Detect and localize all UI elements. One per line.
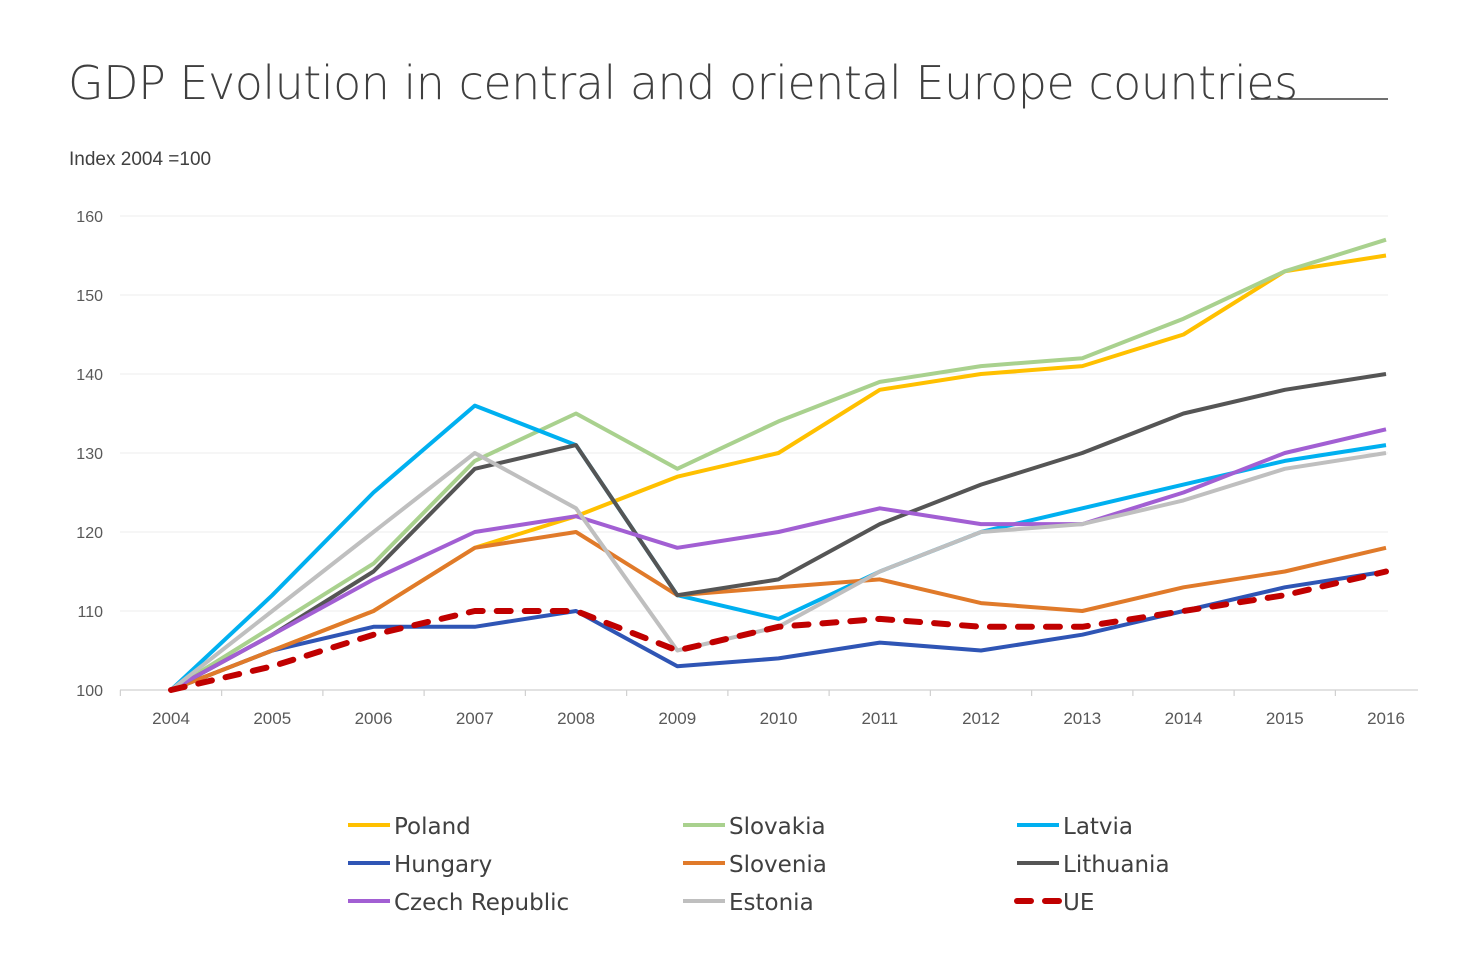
series-line-ue bbox=[168, 568, 1389, 693]
legend-label: Latvia bbox=[1063, 814, 1133, 840]
y-tick-label: 130 bbox=[76, 446, 103, 463]
axes: 100 110 120 130 140 150 160 2004 2005 2006 2007 200… bbox=[76, 209, 1418, 728]
y-tick-label: 150 bbox=[76, 288, 103, 305]
series-line-slovakia bbox=[169, 237, 1387, 692]
x-tick-label: 2014 bbox=[1165, 709, 1203, 728]
x-tick-label: 2016 bbox=[1367, 709, 1405, 728]
x-tick-label: 2005 bbox=[253, 709, 291, 728]
x-tick-label: 2008 bbox=[557, 709, 595, 728]
y-tick-label: 160 bbox=[76, 209, 103, 226]
legend-item: UE bbox=[1014, 890, 1094, 916]
x-tick-label: 2011 bbox=[861, 709, 898, 728]
x-tick-label: 2010 bbox=[760, 709, 798, 728]
x-tick-label: 2006 bbox=[355, 709, 393, 728]
legend-item: Poland bbox=[348, 814, 471, 840]
gridlines bbox=[120, 215, 1388, 612]
legend-item: Slovakia bbox=[683, 814, 826, 840]
legend-item: Czech Republic bbox=[348, 890, 569, 916]
y-tick-label: 110 bbox=[77, 604, 103, 621]
legend-label: Hungary bbox=[394, 852, 492, 878]
y-tick-label: 120 bbox=[76, 525, 103, 542]
x-tick-label: 2009 bbox=[658, 709, 696, 728]
series-line-czech-republic bbox=[170, 427, 1387, 692]
legend-item: Slovenia bbox=[683, 852, 827, 878]
x-tick-label: 2013 bbox=[1063, 709, 1101, 728]
x-tick-label: 2004 bbox=[152, 709, 190, 728]
legend-item: Hungary bbox=[348, 852, 492, 878]
y-tick-label: 100 bbox=[76, 683, 103, 700]
series-line-estonia bbox=[169, 451, 1387, 692]
legend-label: UE bbox=[1063, 890, 1094, 916]
legend-item: Lithuania bbox=[1017, 852, 1170, 878]
chart-title: GDP Evolution in central and oriental Eu… bbox=[68, 56, 1298, 110]
series-line-latvia bbox=[169, 403, 1387, 692]
legend: Poland Slovakia Latvia Hungary Slovenia Lithu… bbox=[348, 814, 1170, 916]
series-line-slovenia bbox=[170, 530, 1387, 692]
x-tick-label: 2012 bbox=[962, 709, 1000, 728]
legend-item: Latvia bbox=[1017, 814, 1133, 840]
x-tick-label: 2015 bbox=[1266, 709, 1304, 728]
legend-label: Czech Republic bbox=[394, 890, 569, 916]
y-tick-label: 140 bbox=[76, 367, 103, 384]
series-line-lithuania bbox=[170, 372, 1387, 692]
legend-label: Lithuania bbox=[1063, 852, 1170, 878]
legend-label: Poland bbox=[394, 814, 471, 840]
legend-item: Estonia bbox=[683, 890, 814, 916]
legend-label: Slovakia bbox=[729, 814, 826, 840]
chart-subtitle: Index 2004 =100 bbox=[69, 149, 211, 170]
series-lines bbox=[168, 237, 1389, 693]
legend-label: Estonia bbox=[729, 890, 814, 916]
legend-label: Slovenia bbox=[729, 852, 827, 878]
x-tick-label: 2007 bbox=[456, 709, 494, 728]
